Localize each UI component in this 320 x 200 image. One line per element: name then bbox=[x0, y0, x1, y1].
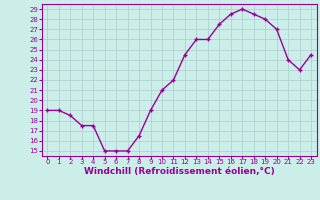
X-axis label: Windchill (Refroidissement éolien,°C): Windchill (Refroidissement éolien,°C) bbox=[84, 167, 275, 176]
